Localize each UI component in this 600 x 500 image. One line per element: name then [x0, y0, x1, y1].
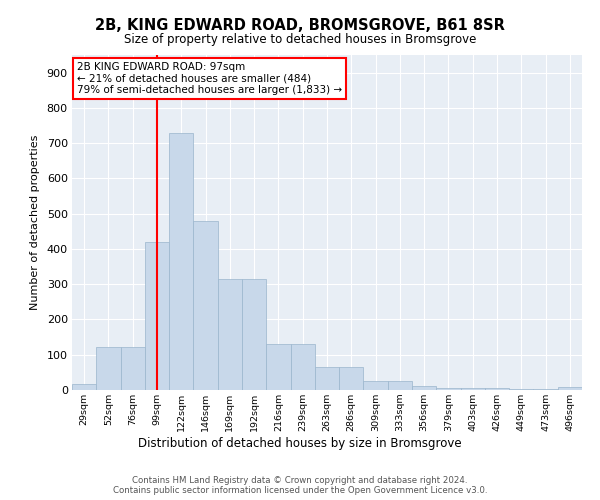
Y-axis label: Number of detached properties: Number of detached properties [30, 135, 40, 310]
Bar [218, 279, 242, 390]
Bar [145, 242, 169, 390]
Bar [72, 384, 96, 390]
Bar [388, 381, 412, 390]
Bar [290, 344, 315, 390]
Text: Contains HM Land Registry data © Crown copyright and database right 2024.: Contains HM Land Registry data © Crown c… [132, 476, 468, 485]
Bar [315, 367, 339, 390]
Bar [169, 132, 193, 390]
Bar [412, 386, 436, 390]
Bar [558, 387, 582, 390]
Text: Distribution of detached houses by size in Bromsgrove: Distribution of detached houses by size … [138, 438, 462, 450]
Bar [485, 388, 509, 390]
Text: Contains public sector information licensed under the Open Government Licence v3: Contains public sector information licen… [113, 486, 487, 495]
Bar [193, 220, 218, 390]
Bar [242, 279, 266, 390]
Bar [436, 388, 461, 390]
Bar [364, 381, 388, 390]
Bar [266, 344, 290, 390]
Bar [509, 389, 533, 390]
Bar [339, 367, 364, 390]
Text: 2B KING EDWARD ROAD: 97sqm
← 21% of detached houses are smaller (484)
79% of sem: 2B KING EDWARD ROAD: 97sqm ← 21% of deta… [77, 62, 342, 95]
Text: 2B, KING EDWARD ROAD, BROMSGROVE, B61 8SR: 2B, KING EDWARD ROAD, BROMSGROVE, B61 8S… [95, 18, 505, 32]
Bar [461, 388, 485, 390]
Text: Size of property relative to detached houses in Bromsgrove: Size of property relative to detached ho… [124, 32, 476, 46]
Bar [533, 389, 558, 390]
Bar [96, 347, 121, 390]
Bar [121, 347, 145, 390]
